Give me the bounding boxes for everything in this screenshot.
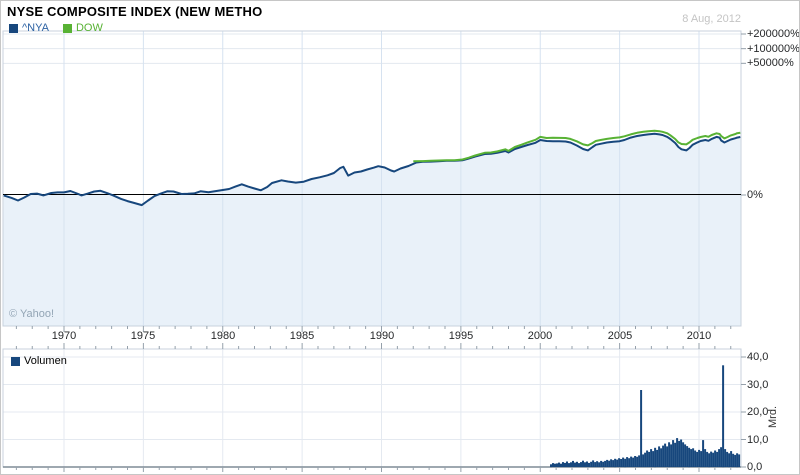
price-lines[interactable]: [3, 129, 741, 207]
volume-legend: Volumen: [11, 355, 67, 367]
price-area-fill: [3, 133, 741, 326]
x-axis-year-label: 2000: [527, 330, 553, 342]
volume-axis-tick-label: 0,0: [747, 461, 763, 473]
y-axis-tick-label: +50000%: [747, 57, 794, 69]
volume-unit-label: Mrd.: [767, 406, 779, 428]
x-axis-year-label: 1970: [51, 330, 77, 342]
volume-axis-tick-label: 20,0: [747, 406, 769, 418]
legend-item-nya[interactable]: ^NYA: [9, 22, 49, 34]
x-axis-year-label: 1980: [210, 330, 236, 342]
legend-item-dow[interactable]: DOW: [62, 22, 103, 34]
x-axis-year-label: 2005: [607, 330, 633, 342]
volume-bars[interactable]: [550, 365, 741, 468]
dow-swatch-icon: [62, 23, 72, 33]
y-axis-tick-label: 0%: [747, 189, 763, 201]
legend-label-dow: DOW: [75, 22, 103, 34]
series-legend: ^NYA DOW: [9, 22, 103, 34]
volume-axis-tick-label: 10,0: [747, 434, 769, 446]
gridlines: [3, 31, 741, 467]
axis-ticks: [15, 33, 746, 472]
chart-title: NYSE COMPOSITE INDEX (NEW METHO: [7, 4, 263, 19]
nya-swatch-icon: [9, 23, 18, 33]
x-axis-year-label: 1975: [130, 330, 156, 342]
x-axis-year-label: 1985: [289, 330, 315, 342]
y-axis-tick-label: +200000%: [747, 28, 800, 40]
volume-legend-label: Volumen: [24, 355, 67, 367]
as-of-date: 8 Aug, 2012: [682, 13, 741, 25]
volume-axis-tick-label: 30,0: [747, 379, 769, 391]
x-axis-year-label: 2010: [686, 330, 712, 342]
x-axis-year-label: 1995: [448, 330, 474, 342]
legend-label-nya: ^NYA: [22, 22, 49, 34]
yahoo-watermark: © Yahoo!: [9, 308, 55, 320]
volume-axis-tick-label: 40,0: [747, 351, 769, 363]
volume-swatch-icon: [11, 356, 20, 366]
y-axis-tick-label: +100000%: [747, 43, 800, 55]
x-axis-year-label: 1990: [369, 330, 395, 342]
